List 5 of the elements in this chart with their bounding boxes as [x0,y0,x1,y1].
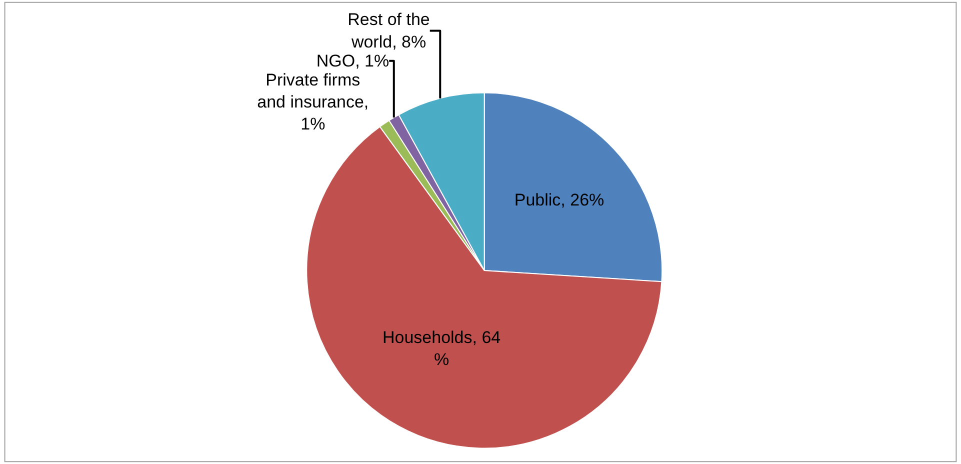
slice-label: NGO, 1% [316,51,390,70]
slice-label: Households, 64 % [382,328,501,369]
slice-label: Private firms and insurance, 1% [257,70,369,134]
slice-label: Rest of the world, 8% [348,10,430,52]
slice-label: Public, 26% [514,190,604,210]
